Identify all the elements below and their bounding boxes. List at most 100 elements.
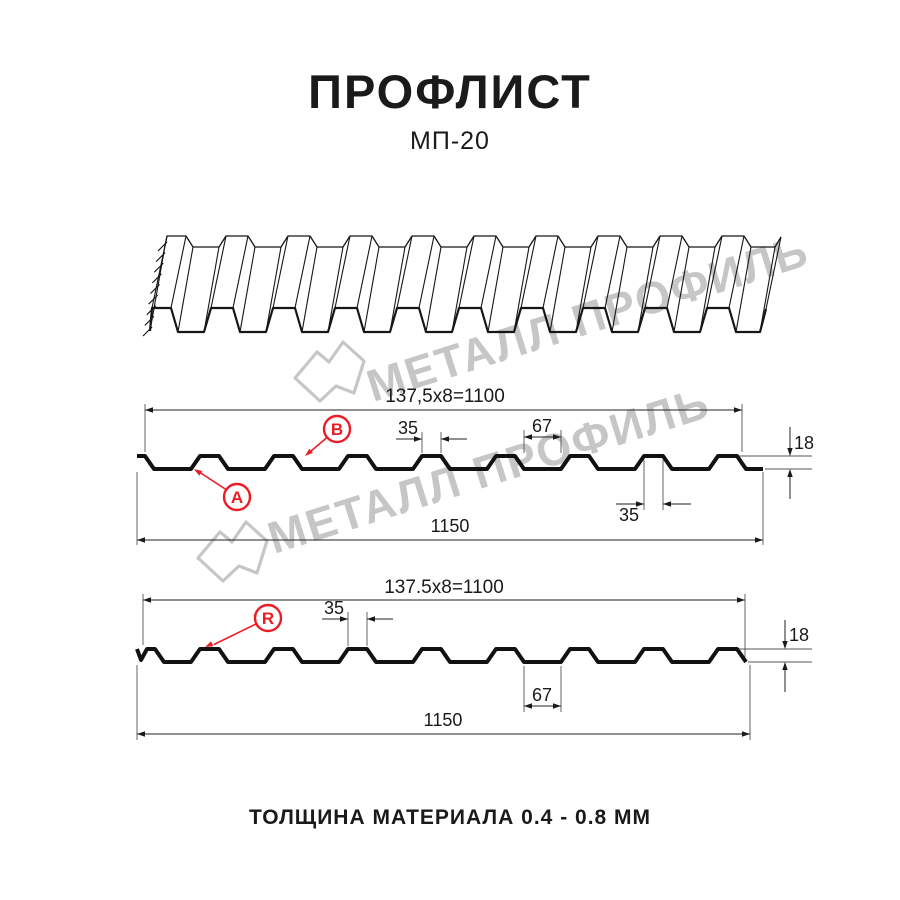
watermark-middle: МЕТАЛЛ ПРОФИЛЬ [196,376,716,583]
dim-overall-width: 1150 [431,516,470,536]
rib-edge-3d [759,246,776,333]
rib-edge-3d [604,235,621,309]
dim-arrowhead [737,597,745,603]
dim-arrowhead [553,703,561,709]
rib-edge-3d [389,246,406,333]
marker-b-arrowhead [305,448,313,456]
dim-arrowhead [367,616,375,622]
rib-edge-3d [728,235,745,309]
dim-arrowhead [340,616,348,622]
rib-edge-3d [765,236,782,310]
rib-edge-3d [451,246,468,333]
cut-edge-hatch [144,315,155,326]
dim-arrowhead [553,434,561,440]
dim-arrowhead [782,641,788,649]
rib-edge-3d [356,235,373,309]
rib-edge-3d [575,246,592,333]
metall-profil-logo-icon [196,520,269,583]
rib-edge-3d [396,235,413,309]
rib-edge-3d [177,246,194,333]
rib-edge-3d [334,235,351,309]
dim-arrowhead [787,448,793,456]
cut-edge-hatch [153,262,164,273]
marker-b-letter: B [331,420,343,439]
dim-overall-width: 1150 [424,710,463,730]
dim-valley: 67 [532,685,552,705]
rib-edge-3d [272,235,289,309]
rib-edge-3d [582,235,599,309]
dim-arrowhead [782,662,788,670]
dim-pitch-label: 137,5x8=1100 [385,386,505,407]
rib-edge-3d [542,235,559,309]
marker-r-letter: R [262,609,274,628]
rib-edge-3d [232,235,249,309]
rib-edge-3d [637,246,654,333]
marker-a: A [194,469,252,512]
rib-edge-3d [549,246,566,333]
dim-arrowhead [787,469,793,477]
marker-a-arrowhead [194,469,203,476]
profile-section-b [137,454,763,471]
marker-r-arrowhead [205,641,214,647]
dim-arrowhead [742,731,750,737]
rib-edge-3d [363,246,380,333]
metall-profil-logo-icon [293,340,366,403]
profile-3d-front-edge [148,306,768,334]
profile-3d-back-edge [164,235,782,248]
marker-b: B [305,414,352,456]
rib-edge-3d [170,235,187,309]
profile-section-r [135,647,748,664]
dim-arrowhead [145,407,153,413]
dim-height: 18 [789,625,809,645]
marker-r-leader [213,623,257,646]
dim-arrowhead [636,501,644,507]
material-thickness-note: ТОЛЩИНА МАТЕРИАЛА 0.4 - 0.8 ММ [248,806,652,829]
dim-arrowhead [663,501,671,507]
rib-edge-3d [666,235,683,309]
rib-edge-3d [151,235,168,309]
rib-edge-3d [706,235,723,309]
cut-edge-hatch [150,284,160,294]
dim-height: 18 [794,433,814,453]
dim-pitch-label: 137.5x8=1100 [384,577,504,598]
rib-edge-3d [487,246,504,333]
dim-arrowhead [755,537,763,543]
rib-edge-3d [611,246,628,333]
rib-edge-3d [327,246,344,333]
rib-edge-3d [425,246,442,333]
rib-edge-3d [210,235,227,309]
rib-edge-3d [458,235,475,309]
cut-edge-hatch [146,305,157,316]
dim-rib-top: 35 [398,418,418,438]
dim-arrowhead [524,434,532,440]
rib-edge-3d [301,246,318,333]
marker-a-circle [222,482,252,512]
cut-edge-hatch [142,326,153,337]
page-title: ПРОФЛИСТ [308,65,592,118]
rib-edge-3d [735,246,752,333]
marker-a-leader [199,471,227,491]
dim-arrowhead [441,436,449,442]
dim-arrowhead [524,703,532,709]
marker-a-letter: A [231,488,243,507]
dim-arrowhead [143,597,151,603]
rib-edge-3d [265,246,282,333]
product-model: МП-20 [410,127,490,155]
rib-edge-3d [294,235,311,309]
cut-edge-hatch [155,252,166,263]
rib-edge-3d [203,246,220,333]
section-r-dimensions: 137.5x8=1100 35 67 18 1150 [324,577,809,730]
section-b-dimensions: 137,5x8=1100 35 67 35 18 1150 [385,386,814,536]
dim-valley: 67 [532,416,552,436]
dim-arrowhead [137,537,145,543]
marker-r: R [205,603,283,647]
cut-edge-hatch [157,241,168,252]
dim-rib-top: 35 [324,598,344,618]
marker-r-circle [253,603,283,633]
rib-edge-3d [418,235,435,309]
rib-edge-3d [239,246,256,333]
cut-edge-hatch [148,294,159,305]
dim-arrowhead [137,731,145,737]
